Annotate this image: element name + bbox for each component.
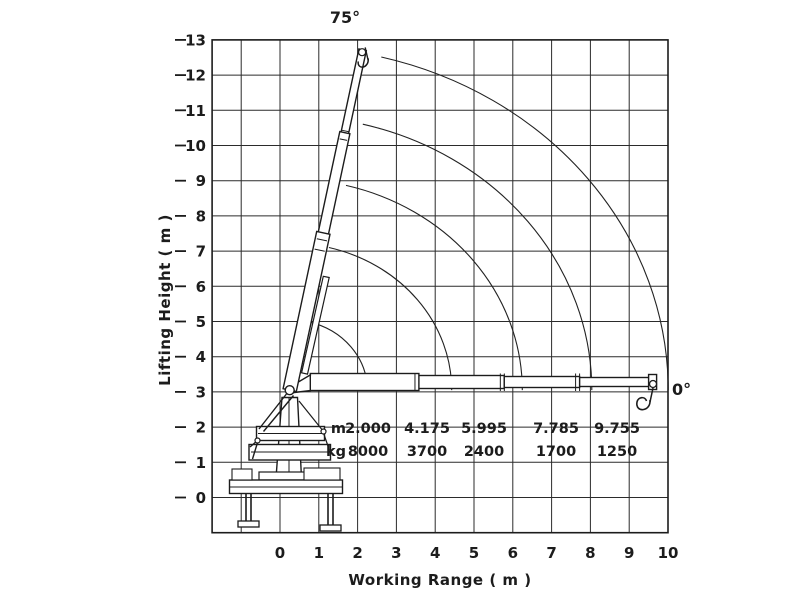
boom-tip-arc (328, 246, 453, 391)
inner-arm (262, 395, 295, 432)
boom-section-1 (309, 372, 420, 392)
boom-section-2 (414, 374, 505, 390)
boom-section-3-raised (337, 48, 368, 147)
y-tick-label: 2 (196, 419, 206, 437)
boom-tip-arc (345, 184, 523, 391)
load-table-m-value: 9.755 (594, 421, 640, 437)
boom-tip-arcs (308, 56, 669, 391)
knuckle-link (322, 432, 331, 451)
load-table-m-value: 7.785 (533, 421, 579, 437)
boom-joint-mark (341, 129, 350, 133)
load-table-m-value: 4.175 (404, 421, 450, 437)
x-axis-title: Working Range ( m ) (348, 571, 532, 589)
load-table-m-value: 5.995 (461, 421, 507, 437)
load-table-kg-value: 8000 (348, 444, 388, 460)
y-tick-label: 4 (196, 348, 206, 366)
y-tick-label: 9 (196, 172, 206, 190)
x-tick-label: 10 (658, 544, 679, 562)
x-tick-label: 6 (508, 544, 518, 562)
load-table-m-label: m (331, 421, 346, 437)
boom-min-angle-label: 0° (672, 380, 692, 399)
y-tick-label: 1 (196, 454, 206, 472)
pivot-pin (284, 384, 295, 396)
lift-cylinder (300, 275, 330, 375)
knuckle-link (251, 440, 259, 460)
x-tick-label: 9 (624, 544, 634, 562)
y-tick-label: 0 (196, 489, 206, 507)
x-tick-label: 8 (585, 544, 595, 562)
crane-base (228, 373, 344, 532)
load-table: m 2.000 4.175 5.995 7.785 9.755 kg 8000 3700 2400… (326, 421, 640, 460)
plot-border (211, 39, 669, 534)
y-tick-label: 5 (196, 313, 206, 331)
y-tick-label: 10 (185, 137, 206, 155)
y-tick-label: 11 (185, 102, 206, 120)
grid (211, 39, 669, 534)
boom-section-3 (499, 375, 581, 389)
x-tick-label: 0 (275, 544, 285, 562)
x-tick-label: 5 (469, 544, 479, 562)
load-table-kg-label: kg (326, 444, 346, 460)
y-tick-label: 7 (196, 243, 206, 261)
boom-joint-mark (339, 138, 348, 141)
x-tick-label: 1 (314, 544, 324, 562)
boom-section-4 (575, 376, 651, 388)
joint-pin (320, 428, 327, 435)
inner-arm (258, 391, 289, 430)
x-tick-label: 4 (430, 544, 440, 562)
boom-joint-mark (314, 248, 325, 252)
y-axis-title: Lifting Height ( m ) (156, 214, 174, 386)
boom-tip-arc (381, 56, 669, 391)
x-tick-label: 2 (352, 544, 362, 562)
boom-joint-mark (316, 238, 328, 242)
x-tick-label: 7 (546, 544, 556, 562)
y-tick-label: 13 (185, 31, 206, 49)
y-tick-label: 3 (196, 383, 206, 401)
load-table-kg-value: 2400 (464, 444, 504, 460)
hook-line (364, 47, 369, 61)
boom-tip-arc (362, 123, 593, 391)
outrigger-foot-right (319, 524, 342, 532)
load-table-kg-value: 1250 (597, 444, 637, 460)
load-table-kg-value: 3700 (407, 444, 447, 460)
hook-line (649, 387, 654, 403)
boom-max-angle-label: 75° (329, 8, 361, 27)
hook-horizontal (636, 396, 651, 411)
knuckle-link (298, 400, 324, 432)
chassis-box-left (231, 468, 253, 481)
boom-head-sheave (648, 379, 658, 389)
x-tick-label: 3 (391, 544, 401, 562)
load-table-m-value: 2.000 (345, 421, 391, 437)
boom-raised (282, 47, 369, 396)
boom-tip-sheave (358, 48, 367, 57)
joint-pin (254, 437, 261, 444)
y-tick-label: 6 (196, 278, 206, 296)
chassis-box-right (303, 467, 341, 481)
y-tick-label: 12 (185, 67, 206, 85)
boom-horizontal (309, 372, 658, 411)
y-tick-label: 8 (196, 207, 206, 225)
outrigger-foot-left (237, 520, 260, 528)
hook-raised (357, 58, 369, 68)
load-table-kg-value: 1700 (536, 444, 576, 460)
